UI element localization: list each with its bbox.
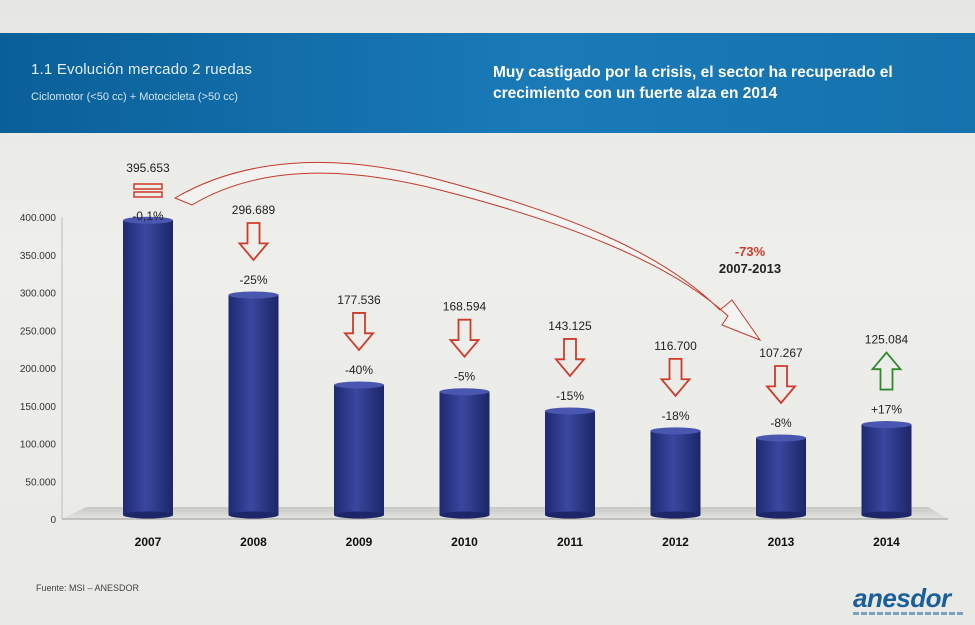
down-arrow-icon	[448, 318, 481, 359]
equal-icon	[133, 191, 163, 198]
logo-tagline-decoration	[853, 612, 963, 615]
bar-body	[545, 410, 595, 515]
anesdor-logo: anesdor	[853, 583, 951, 613]
chart-subtitle: Ciclomotor (<50 cc) + Motocicleta (>50 c…	[31, 91, 238, 103]
y-tick-label: 150.000	[20, 402, 57, 413]
y-tick-label: 0	[50, 515, 56, 526]
trend-curve-arrow	[173, 161, 762, 342]
annotation-change: -73%	[735, 244, 766, 259]
change-label: -5%	[454, 370, 476, 384]
bar-base	[650, 511, 701, 519]
change-label: -15%	[556, 389, 584, 403]
y-tick-label: 250.000	[20, 326, 57, 337]
value-label: 143.125	[548, 319, 592, 333]
bar-body	[439, 391, 490, 515]
change-label: -8%	[770, 416, 792, 430]
down-arrow-icon	[343, 312, 375, 352]
chart-title: 1.1 Evolución mercado 2 ruedas	[31, 61, 253, 78]
value-label: 168.594	[443, 300, 487, 314]
bar-base	[545, 511, 595, 519]
x-tick-label: 2012	[662, 535, 689, 549]
x-tick-label: 2014	[873, 535, 900, 549]
x-tick-label: 2013	[768, 535, 795, 549]
bar-top	[756, 434, 806, 442]
bar-body	[756, 438, 806, 515]
bars-group: 2007 395.653 -0,1% 2008 296.689 -25% 2009 177.5…	[123, 161, 912, 549]
bar-top	[439, 388, 490, 396]
bar-top	[545, 407, 595, 415]
bar	[756, 434, 806, 519]
bar	[545, 407, 595, 519]
value-label: 116.700	[654, 339, 697, 353]
y-tick-label: 100.000	[20, 440, 57, 451]
value-label: 177.536	[337, 293, 381, 307]
bar-base	[228, 511, 279, 519]
chart-floor	[62, 507, 948, 519]
header-banner: 1.1 Evolución mercado 2 ruedas Ciclomoto…	[0, 33, 975, 133]
change-label: -18%	[661, 409, 689, 423]
x-tick-label: 2007	[135, 535, 162, 549]
bar-top	[334, 381, 384, 389]
bar	[650, 427, 701, 519]
y-axis-ticks: 0 50.000 100.000 150.000 200.000 250.000 300.0…	[20, 213, 57, 526]
bar-top	[123, 216, 173, 224]
change-label: +17%	[871, 403, 902, 417]
bar-base	[123, 511, 173, 519]
bar-body	[334, 384, 384, 515]
down-arrow-icon	[237, 222, 270, 262]
bar-base	[334, 511, 384, 519]
equal-icon	[133, 183, 163, 190]
y-tick-label: 400.000	[20, 213, 57, 224]
bar-base	[439, 511, 490, 519]
down-arrow-icon	[659, 357, 692, 398]
bar-body	[861, 424, 912, 515]
value-label: 125.084	[865, 333, 909, 347]
y-tick-label: 200.000	[20, 364, 57, 375]
value-label: 395.653	[126, 161, 170, 175]
bar	[439, 388, 490, 519]
x-tick-label: 2009	[346, 535, 373, 549]
bar-body	[123, 220, 173, 515]
bar-body	[228, 294, 279, 515]
down-arrow-icon	[765, 365, 797, 405]
bar	[861, 421, 912, 519]
change-label: -25%	[239, 273, 267, 287]
bar	[334, 381, 384, 519]
y-tick-label: 300.000	[20, 289, 57, 300]
bar-top	[861, 421, 912, 429]
value-label: 296.689	[232, 203, 276, 217]
y-tick-label: 50.000	[25, 477, 56, 488]
bar-base	[861, 511, 912, 519]
down-arrow-icon	[554, 338, 586, 378]
bar	[123, 216, 173, 519]
x-tick-label: 2010	[451, 535, 478, 549]
change-label: -40%	[345, 363, 373, 377]
bar-top	[228, 291, 279, 299]
y-tick-label: 350.000	[20, 251, 57, 262]
change-label: -0,1%	[132, 209, 164, 223]
bar-base	[756, 511, 806, 519]
source-note: Fuente: MSI – ANESDOR	[36, 583, 140, 593]
x-tick-label: 2008	[240, 535, 267, 549]
annotation-period: 2007-2013	[719, 261, 781, 276]
bar-top	[650, 427, 701, 435]
value-label: 107.267	[759, 346, 803, 360]
bar-body	[650, 430, 701, 515]
headline: Muy castigado por la crisis, el sector h…	[493, 64, 893, 102]
up-arrow-icon	[870, 351, 903, 391]
x-tick-label: 2011	[557, 535, 583, 549]
bar	[228, 291, 279, 519]
